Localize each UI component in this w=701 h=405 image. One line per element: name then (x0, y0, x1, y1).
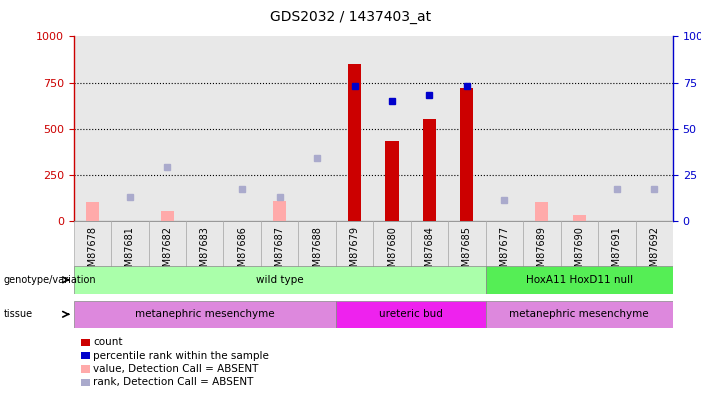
Text: tissue: tissue (4, 309, 33, 319)
Bar (486, 266, 673, 294)
Bar (573, 215, 586, 221)
Text: HoxA11 HoxD11 null: HoxA11 HoxD11 null (526, 275, 633, 285)
Bar (386, 141, 399, 221)
Bar (536, 202, 548, 221)
Bar (161, 211, 174, 221)
Bar (74, 266, 486, 294)
Text: genotype/variation: genotype/variation (4, 275, 96, 285)
Bar (299, 221, 336, 290)
Bar (74, 221, 111, 290)
Text: GSM87678: GSM87678 (88, 226, 97, 279)
Text: GSM87679: GSM87679 (350, 226, 360, 279)
Text: GSM87691: GSM87691 (612, 226, 622, 279)
Bar (486, 221, 523, 290)
Bar (348, 64, 361, 221)
Text: GSM87682: GSM87682 (162, 226, 172, 279)
Bar (86, 202, 99, 221)
Text: metanephric mesenchyme: metanephric mesenchyme (510, 309, 649, 319)
Bar (186, 221, 224, 290)
Text: GSM87681: GSM87681 (125, 226, 135, 279)
Bar (273, 201, 286, 221)
Bar (598, 221, 636, 290)
Text: rank, Detection Call = ABSENT: rank, Detection Call = ABSENT (93, 377, 254, 387)
Bar (336, 301, 486, 328)
Text: GSM87688: GSM87688 (312, 226, 322, 279)
Text: GDS2032 / 1437403_at: GDS2032 / 1437403_at (270, 10, 431, 24)
Text: GSM87687: GSM87687 (275, 226, 285, 279)
Text: GSM87684: GSM87684 (425, 226, 435, 279)
Text: GSM87692: GSM87692 (649, 226, 659, 279)
Bar (411, 221, 448, 290)
Text: GSM87677: GSM87677 (499, 226, 510, 279)
Bar (523, 221, 561, 290)
Bar (486, 301, 673, 328)
Bar (561, 221, 598, 290)
Bar (149, 221, 186, 290)
Text: wild type: wild type (256, 275, 304, 285)
Text: percentile rank within the sample: percentile rank within the sample (93, 351, 269, 360)
Text: value, Detection Call = ABSENT: value, Detection Call = ABSENT (93, 364, 259, 374)
Bar (636, 221, 673, 290)
Text: GSM87689: GSM87689 (537, 226, 547, 279)
Bar (423, 119, 436, 221)
Text: GSM87686: GSM87686 (237, 226, 247, 279)
Text: GSM87683: GSM87683 (200, 226, 210, 279)
Text: metanephric mesenchyme: metanephric mesenchyme (135, 309, 275, 319)
Bar (373, 221, 411, 290)
Bar (448, 221, 486, 290)
Bar (336, 221, 373, 290)
Text: GSM87690: GSM87690 (574, 226, 585, 279)
Bar (461, 88, 473, 221)
Text: GSM87685: GSM87685 (462, 226, 472, 279)
Bar (224, 221, 261, 290)
Bar (74, 301, 336, 328)
Bar (261, 221, 299, 290)
Text: ureteric bud: ureteric bud (379, 309, 442, 319)
Bar (111, 221, 149, 290)
Text: GSM87680: GSM87680 (387, 226, 397, 279)
Text: count: count (93, 337, 123, 347)
